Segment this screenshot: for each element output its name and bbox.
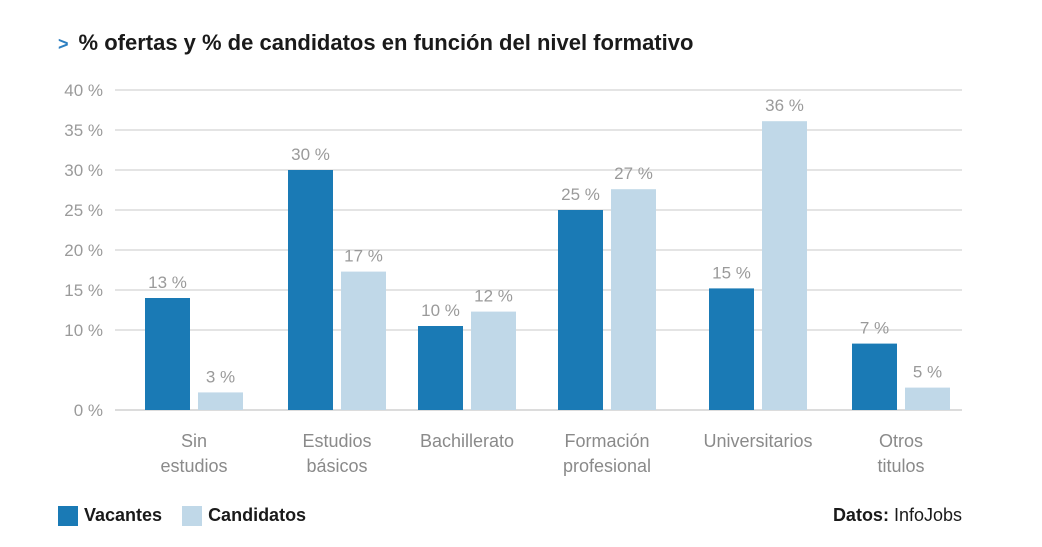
bar-vacantes [709, 288, 754, 410]
data-label-candidatos: 17 % [344, 247, 383, 266]
bar-vacantes [288, 170, 333, 410]
x-category-label-line: profesional [563, 456, 651, 476]
y-tick-label: 15 % [64, 281, 103, 300]
data-label-vacantes: 25 % [561, 185, 600, 204]
data-label-candidatos: 27 % [614, 164, 653, 183]
chevron-right-icon: > [58, 34, 69, 54]
x-category-label-line: Sin [181, 431, 207, 451]
bar-candidatos [611, 189, 656, 410]
y-tick-label: 20 % [64, 241, 103, 260]
x-category-label: Bachillerato [420, 431, 514, 451]
legend-item-candidatos: Candidatos [182, 505, 306, 526]
chart-title-text: % ofertas y % de candidatos en función d… [78, 30, 694, 55]
legend-swatch-candidatos [182, 505, 203, 526]
bar-candidatos [471, 311, 516, 410]
x-category-label: Otros titulos [877, 431, 924, 476]
bar-vacantes [852, 343, 897, 410]
data-label-vacantes: 7 % [860, 319, 889, 338]
bar-chart: 0 % 10 % 15 % 20 % 25 % 30 % 35 % 40 % 13 % 30 % 1… [64, 81, 962, 476]
x-category-label: Formación profesional [563, 431, 651, 476]
x-category-label: Sin estudios [160, 431, 227, 476]
data-label-vacantes: 30 % [291, 145, 330, 164]
x-category-label-line: Otros [879, 431, 923, 451]
data-label-candidatos: 12 % [474, 287, 513, 306]
y-tick-label: 10 % [64, 321, 103, 340]
y-tick-label: 25 % [64, 201, 103, 220]
x-category-label-line: Formación [564, 431, 649, 451]
data-label-candidatos: 3 % [206, 367, 235, 386]
legend-label-candidatos: Candidatos [208, 505, 307, 525]
data-label-vacantes: 13 % [148, 273, 187, 292]
data-source: Datos: InfoJobs [833, 505, 962, 526]
data-label-candidatos: 36 % [765, 96, 804, 115]
bar-candidatos [905, 387, 950, 410]
bar-candidatos [341, 271, 386, 410]
y-tick-label: 0 % [74, 401, 103, 420]
y-tick-label: 30 % [64, 161, 103, 180]
bar-candidatos [198, 392, 243, 410]
bar-candidatos [762, 121, 807, 410]
bar-vacantes [145, 298, 190, 410]
x-category-label-line: estudios [160, 456, 227, 476]
legend-swatch-vacantes [58, 505, 78, 526]
data-source-label: Datos: [832, 505, 889, 525]
y-tick-label: 40 % [64, 81, 103, 100]
bar-vacantes [418, 326, 463, 410]
x-category-label: Estudios básicos [302, 431, 371, 476]
data-label-vacantes: 10 % [421, 301, 460, 320]
data-label-candidatos: 5 % [913, 363, 942, 382]
data-label-vacantes: 15 % [712, 263, 751, 282]
x-category-label-line: Estudios [302, 431, 371, 451]
y-tick-label: 35 % [64, 121, 103, 140]
bar-vacantes [558, 210, 603, 410]
legend-label-vacantes: Vacantes [84, 505, 163, 525]
x-category-label-line: básicos [306, 456, 367, 476]
x-category-label-line: Universitarios [703, 431, 812, 451]
x-category-label-line: Bachillerato [420, 431, 514, 451]
x-category-label-line: titulos [877, 456, 924, 476]
legend: Vacantes Candidatos [58, 505, 326, 526]
data-source-value: InfoJobs [893, 505, 962, 525]
chart-title: > % ofertas y % de candidatos en función … [58, 30, 693, 56]
legend-item-vacantes: Vacantes [58, 505, 162, 526]
x-category-label: Universitarios [703, 431, 812, 451]
